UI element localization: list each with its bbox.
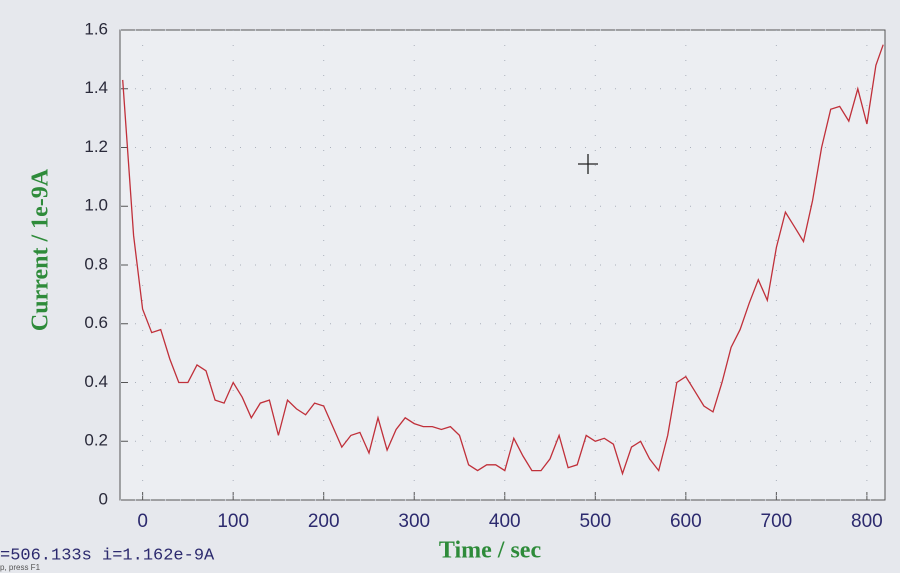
y-tick-label: 1.0 xyxy=(84,196,108,215)
x-tick-label: 0 xyxy=(137,511,148,532)
y-tick-label: 1.4 xyxy=(84,78,108,97)
x-tick-label: 300 xyxy=(398,511,430,532)
y-tick-label: 0.4 xyxy=(84,372,108,391)
cursor-crosshair xyxy=(578,154,598,174)
x-tick-label: 200 xyxy=(308,511,340,532)
y-tick-label: 1.6 xyxy=(84,19,108,38)
x-tick-label: 400 xyxy=(489,511,521,532)
y-tick-label: 1.2 xyxy=(84,137,108,156)
plot-area xyxy=(119,29,886,501)
y-tick-label: 0.6 xyxy=(84,313,108,332)
data-line xyxy=(122,44,884,476)
x-tick-label: 100 xyxy=(217,511,249,532)
x-axis-label: Time / sec xyxy=(439,538,542,564)
y-axis-label: Current / 1e-9A xyxy=(28,168,54,331)
x-tick-label: 800 xyxy=(851,511,883,532)
x-tick-label: 700 xyxy=(761,511,793,532)
y-tick-label: 0.8 xyxy=(84,254,108,273)
x-tick-label: 600 xyxy=(670,511,702,532)
status-readout: =506.133s i=1.162e-9A xyxy=(0,546,215,565)
y-tick-label: 0 xyxy=(99,489,108,508)
y-tick-label: 0.2 xyxy=(84,431,108,450)
x-tick-label: 500 xyxy=(579,511,611,532)
help-hint: p, press F1 xyxy=(0,563,41,572)
